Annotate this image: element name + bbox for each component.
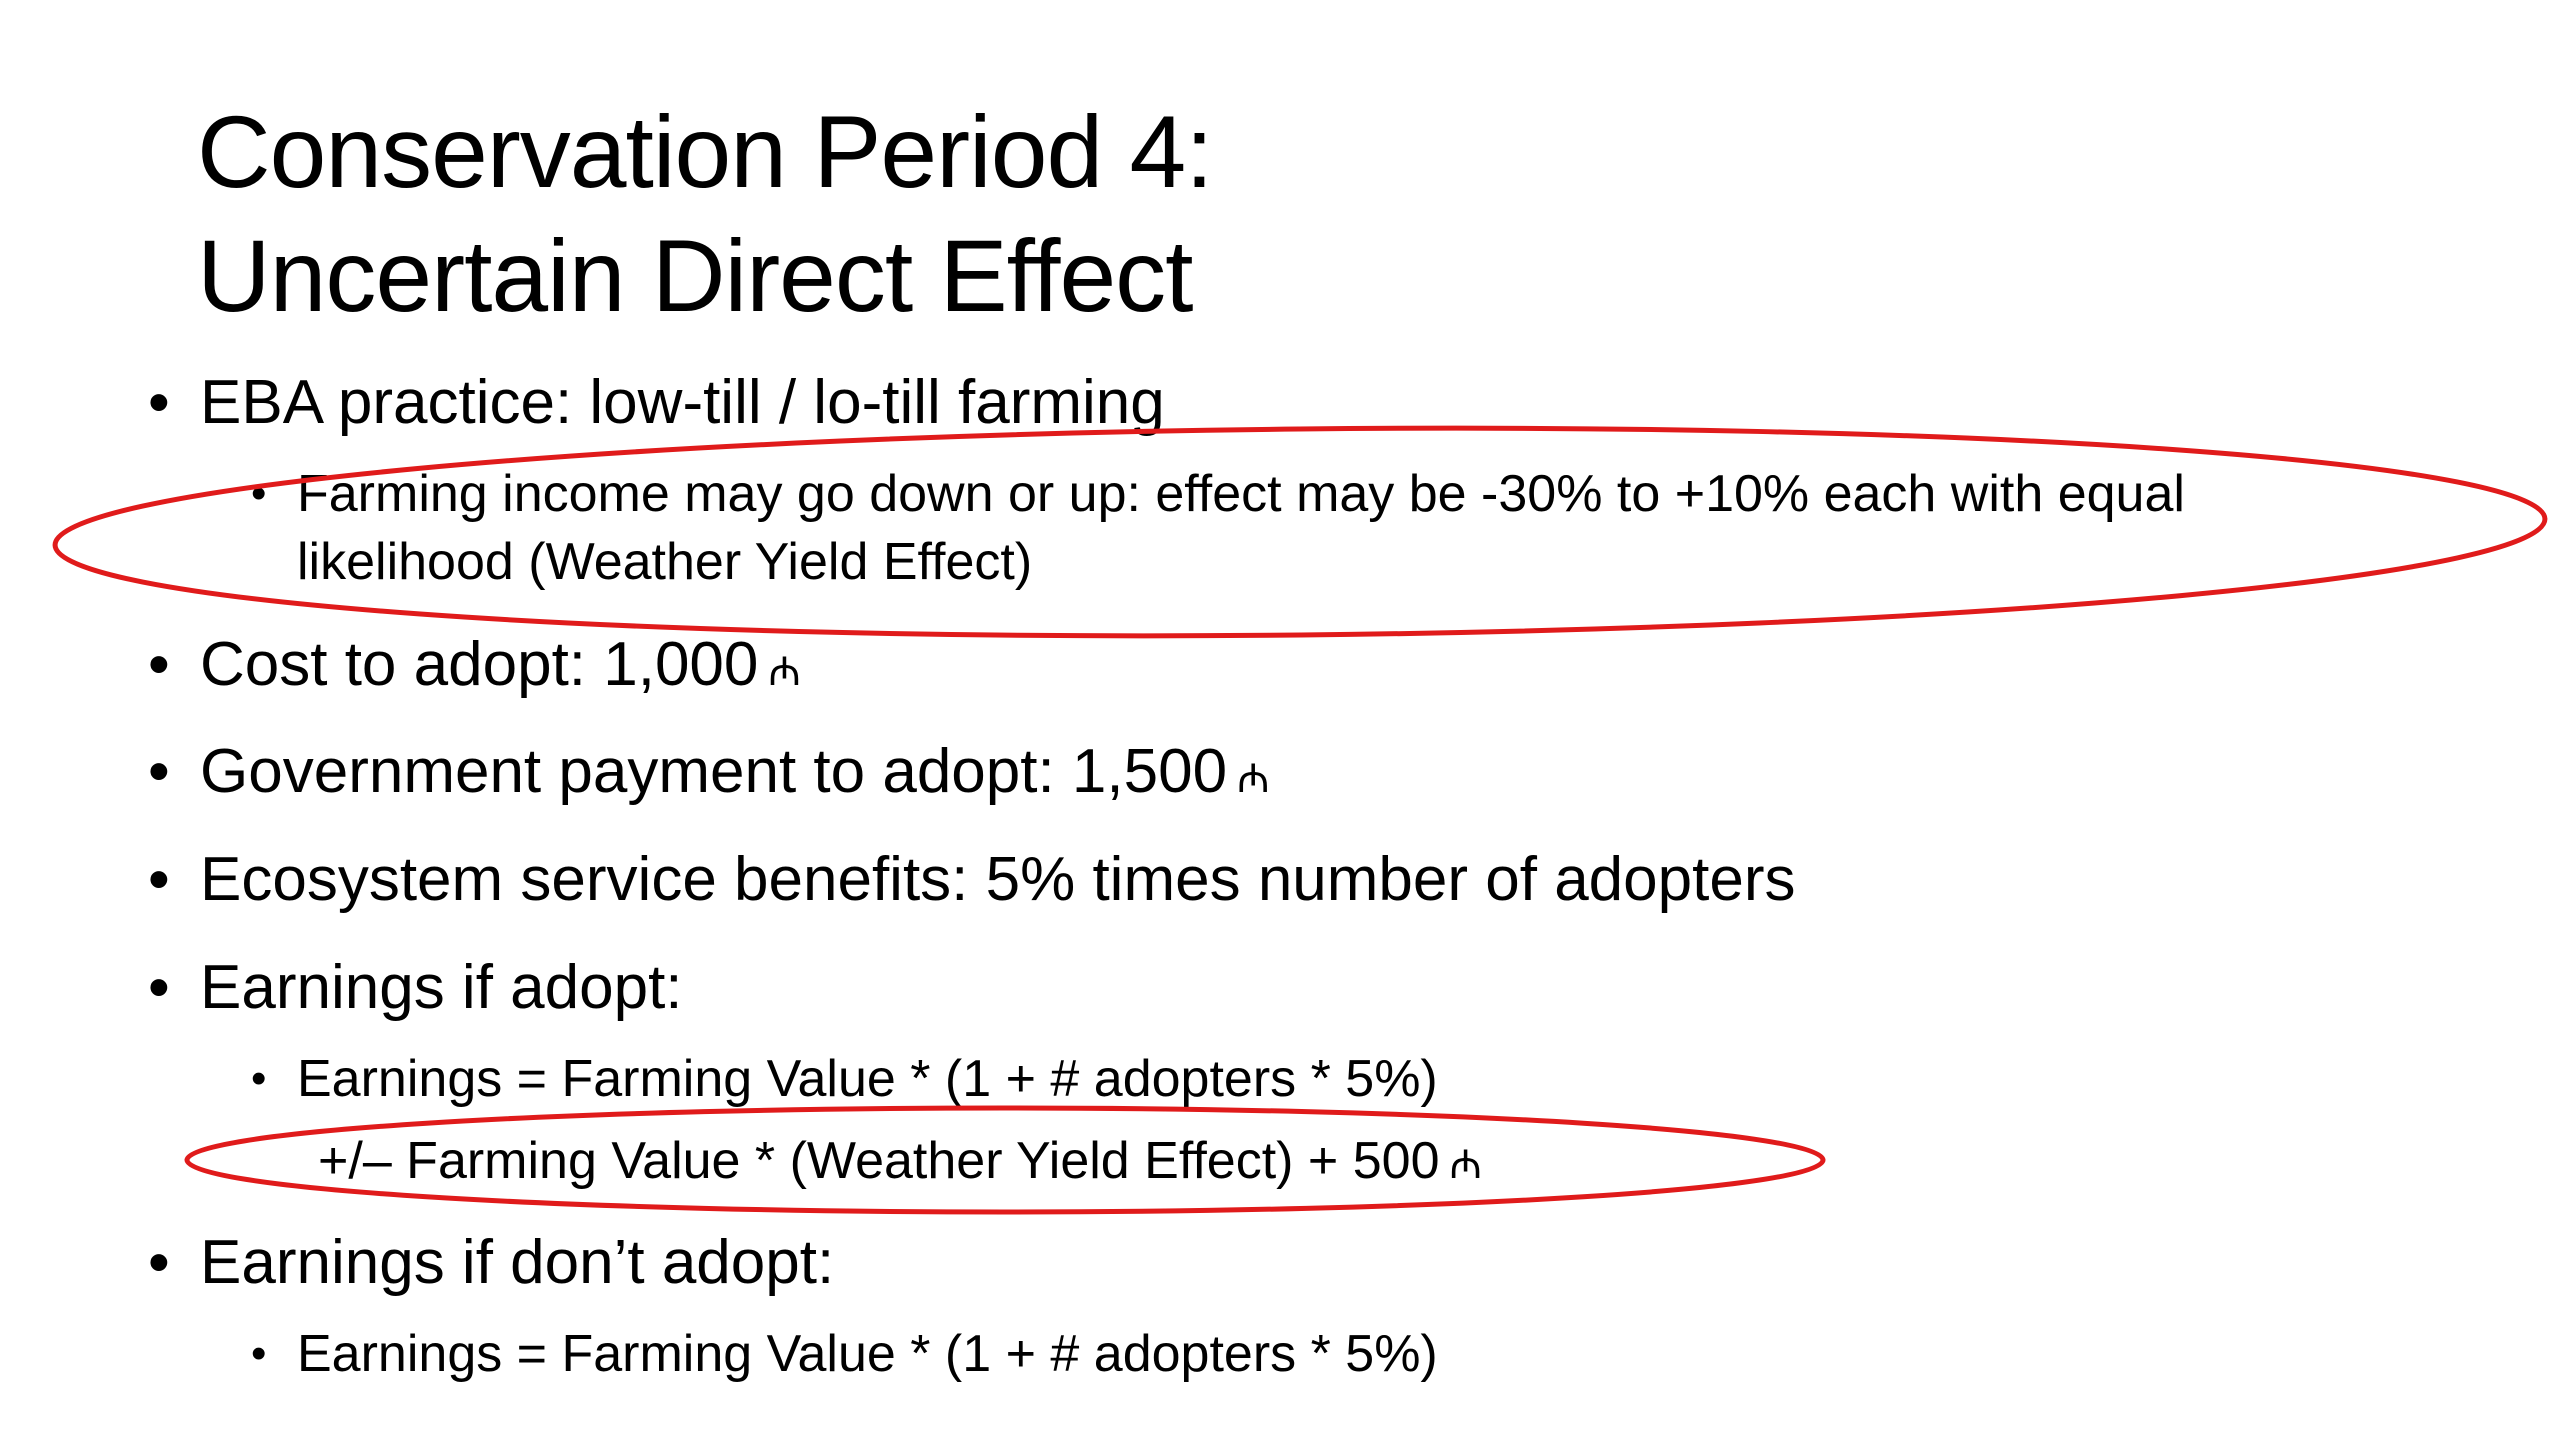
bullet-earnings-if-adopt: • Earnings if adopt: [148, 951, 683, 1025]
bullet-dot: • [251, 1329, 267, 1378]
slide-title: Conservation Period 4: Uncertain Direct … [197, 90, 1214, 338]
bullet-government-payment: • Government payment to adopt: 1,500 ₼ [148, 735, 1270, 816]
coin-icon: ₼ [1449, 1143, 1482, 1187]
bullet-text-line-1: Farming income may go down or up: effect… [297, 465, 2185, 523]
bullet-text-line-2: likelihood (Weather Yield Effect) [297, 533, 1033, 591]
bullet-dot: • [251, 469, 267, 518]
sub-bullet-farming-income: • Farming income may go down or up: effe… [251, 460, 2185, 596]
bullet-dot: • [148, 953, 170, 1022]
bullet-text: Government payment to adopt: 1,500 [200, 737, 1228, 806]
coin-icon: ₼ [768, 650, 801, 694]
coin-icon: ₼ [1237, 757, 1270, 801]
title-line-2: Uncertain Direct Effect [197, 219, 1194, 333]
bullet-text: Earnings if don’t adopt: [200, 1228, 835, 1297]
bullet-text: Earnings = Farming Value * (1 + # adopte… [297, 1050, 1438, 1108]
bullet-text: Earnings if adopt: [200, 953, 683, 1022]
bullet-text: Ecosystem service benefits: 5% times num… [200, 845, 1796, 914]
bullet-dot: • [148, 737, 170, 806]
earnings-formula-adopt-continuation: +/– Farming Value * (Weather Yield Effec… [318, 1127, 1482, 1199]
bullet-text: EBA practice: low-till / lo-till farming [200, 368, 1165, 437]
bullet-text: Earnings = Farming Value * (1 + # adopte… [297, 1325, 1438, 1383]
bullet-dot: • [148, 368, 170, 437]
bullet-dot: • [148, 630, 170, 699]
bullet-ecosystem-benefits: • Ecosystem service benefits: 5% times n… [148, 843, 1796, 917]
bullet-earnings-if-dont-adopt: • Earnings if don’t adopt: [148, 1226, 835, 1300]
bullet-text: +/– Farming Value * (Weather Yield Effec… [318, 1132, 1440, 1190]
bullet-dot: • [148, 845, 170, 914]
bullet-dot: • [148, 1228, 170, 1297]
bullet-cost-to-adopt: • Cost to adopt: 1,000 ₼ [148, 628, 801, 709]
title-line-1: Conservation Period 4: [197, 95, 1214, 209]
bullet-text: Cost to adopt: 1,000 [200, 630, 759, 699]
bullet-eba-practice: • EBA practice: low-till / lo-till farmi… [148, 366, 1165, 440]
sub-bullet-earnings-formula-dont-adopt: • Earnings = Farming Value * (1 + # adop… [251, 1320, 1438, 1388]
bullet-dot: • [251, 1054, 267, 1103]
sub-bullet-earnings-formula-adopt: • Earnings = Farming Value * (1 + # adop… [251, 1045, 1438, 1113]
